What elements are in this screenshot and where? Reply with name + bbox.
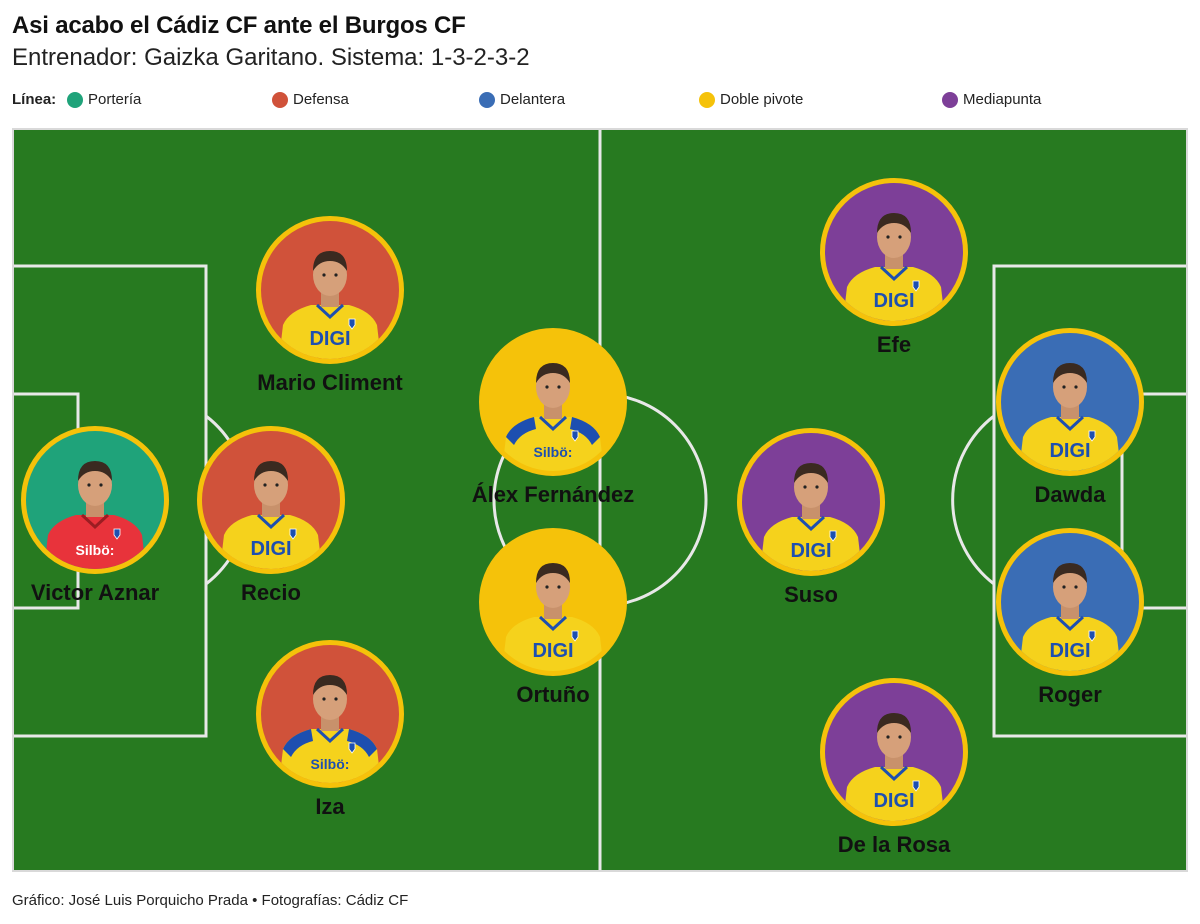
right-penalty-arc: [951, 414, 995, 586]
face-shape: [78, 464, 112, 506]
player-photo: DIGI: [479, 528, 627, 676]
face-shape: [536, 366, 570, 408]
shirt-shape: [843, 767, 945, 821]
legend-dot-mediapunta: [942, 91, 958, 108]
football-pitch: Silbö: Victor Aznar DIGI Mario Climent D…: [12, 128, 1188, 872]
player-photo: DIGI: [820, 678, 968, 826]
shirt-shape: [44, 515, 146, 569]
legend-item-porteria: Portería: [67, 91, 141, 108]
face-shape: [877, 716, 911, 758]
sponsor-logo: DIGI: [790, 540, 831, 562]
face-shape: [313, 254, 347, 296]
shirt-shape: [843, 267, 945, 321]
sponsor-logo: DIGI: [1049, 640, 1090, 662]
player-photo: DIGI: [996, 328, 1144, 476]
legend-item-label: Delantera: [500, 91, 566, 108]
face-shape: [877, 216, 911, 258]
player-portrait: DIGI: [760, 463, 862, 571]
chart-title: Asi acabo el Cádiz CF ante el Burgos CF: [12, 12, 466, 39]
sponsor-logo: DIGI: [250, 538, 291, 560]
player-photo: Silbö:: [256, 640, 404, 788]
player-photo: Silbö:: [479, 328, 627, 476]
sponsor-logo: DIGI: [1049, 440, 1090, 462]
player-portrait: DIGI: [502, 563, 604, 671]
legend-item-label: Doble pivote: [720, 91, 804, 108]
sponsor-logo: Silbö:: [534, 444, 573, 460]
legend-item-label: Portería: [88, 91, 142, 108]
player-portrait: DIGI: [220, 461, 322, 569]
player-portrait: DIGI: [1019, 563, 1121, 671]
player-portrait: DIGI: [1019, 363, 1121, 471]
sponsor-logo: Silbö:: [76, 542, 115, 558]
player-portrait: Silbö:: [502, 363, 604, 471]
player-portrait: DIGI: [843, 713, 945, 821]
player-name: Iza: [315, 794, 345, 819]
shirt-shape: [502, 617, 604, 671]
sponsor-logo: DIGI: [532, 640, 573, 662]
player-name: Roger: [1038, 682, 1102, 707]
legend-dot-delantera: [479, 91, 495, 108]
player-name: De la Rosa: [837, 832, 951, 857]
player-photo: Silbö:: [21, 426, 169, 574]
legend-item-mediapunta: Mediapunta: [942, 91, 1041, 108]
sponsor-logo: Silbö:: [311, 756, 350, 772]
player-portrait: Silbö:: [279, 675, 381, 783]
player-photo: DIGI: [820, 178, 968, 326]
face-shape: [1053, 566, 1087, 608]
face-shape: [313, 678, 347, 720]
legend-item-label: Defensa: [293, 91, 349, 108]
player-name: Victor Aznar: [30, 580, 160, 605]
sponsor-logo: DIGI: [309, 328, 350, 350]
legend-item-doble-pivote: Doble pivote: [699, 91, 803, 108]
legend-item-delantera: Delantera: [479, 91, 565, 108]
shirt-shape: [760, 517, 862, 571]
shirt-shape: [1019, 617, 1121, 671]
legend-dot-defensa: [272, 91, 288, 108]
chart-subtitle: Entrenador: Gaizka Garitano. Sistema: 1-…: [12, 44, 530, 71]
shirt-shape: [1019, 417, 1121, 471]
right-goal-area: [1120, 392, 1186, 610]
legend-label: Línea:: [12, 91, 57, 108]
player-name: Suso: [784, 582, 838, 607]
player-name: Dawda: [1034, 482, 1106, 507]
sponsor-logo: DIGI: [873, 790, 914, 812]
face-shape: [794, 466, 828, 508]
player-name: Álex Fernández: [471, 482, 635, 507]
legend-item-defensa: Defensa: [272, 91, 349, 108]
legend-item-label: Mediapunta: [963, 91, 1042, 108]
face-shape: [536, 566, 570, 608]
player-name: Efe: [876, 332, 912, 357]
legend-dot-porteria: [67, 91, 83, 108]
player-portrait: DIGI: [843, 213, 945, 321]
face-shape: [254, 464, 288, 506]
credits: Gráfico: José Luis Porquicho Prada • Fot…: [12, 892, 409, 909]
legend: Línea: Portería Defensa Delantera Doble …: [12, 90, 1192, 112]
shirt-shape: [279, 305, 381, 359]
legend-dot-doble-pivote: [699, 91, 715, 108]
right-penalty-area: [992, 264, 1186, 738]
face-shape: [1053, 366, 1087, 408]
player-photo: DIGI: [737, 428, 885, 576]
player-name: Ortuño: [516, 682, 590, 707]
sponsor-logo: DIGI: [873, 290, 914, 312]
shirt-shape: [220, 515, 322, 569]
player-name: Mario Climent: [257, 370, 403, 395]
player-portrait: DIGI: [279, 251, 381, 359]
player-photo: DIGI: [996, 528, 1144, 676]
player-portrait: Silbö:: [44, 461, 146, 569]
player-photo: DIGI: [197, 426, 345, 574]
player-photo: DIGI: [256, 216, 404, 364]
player-name: Recio: [241, 580, 301, 605]
